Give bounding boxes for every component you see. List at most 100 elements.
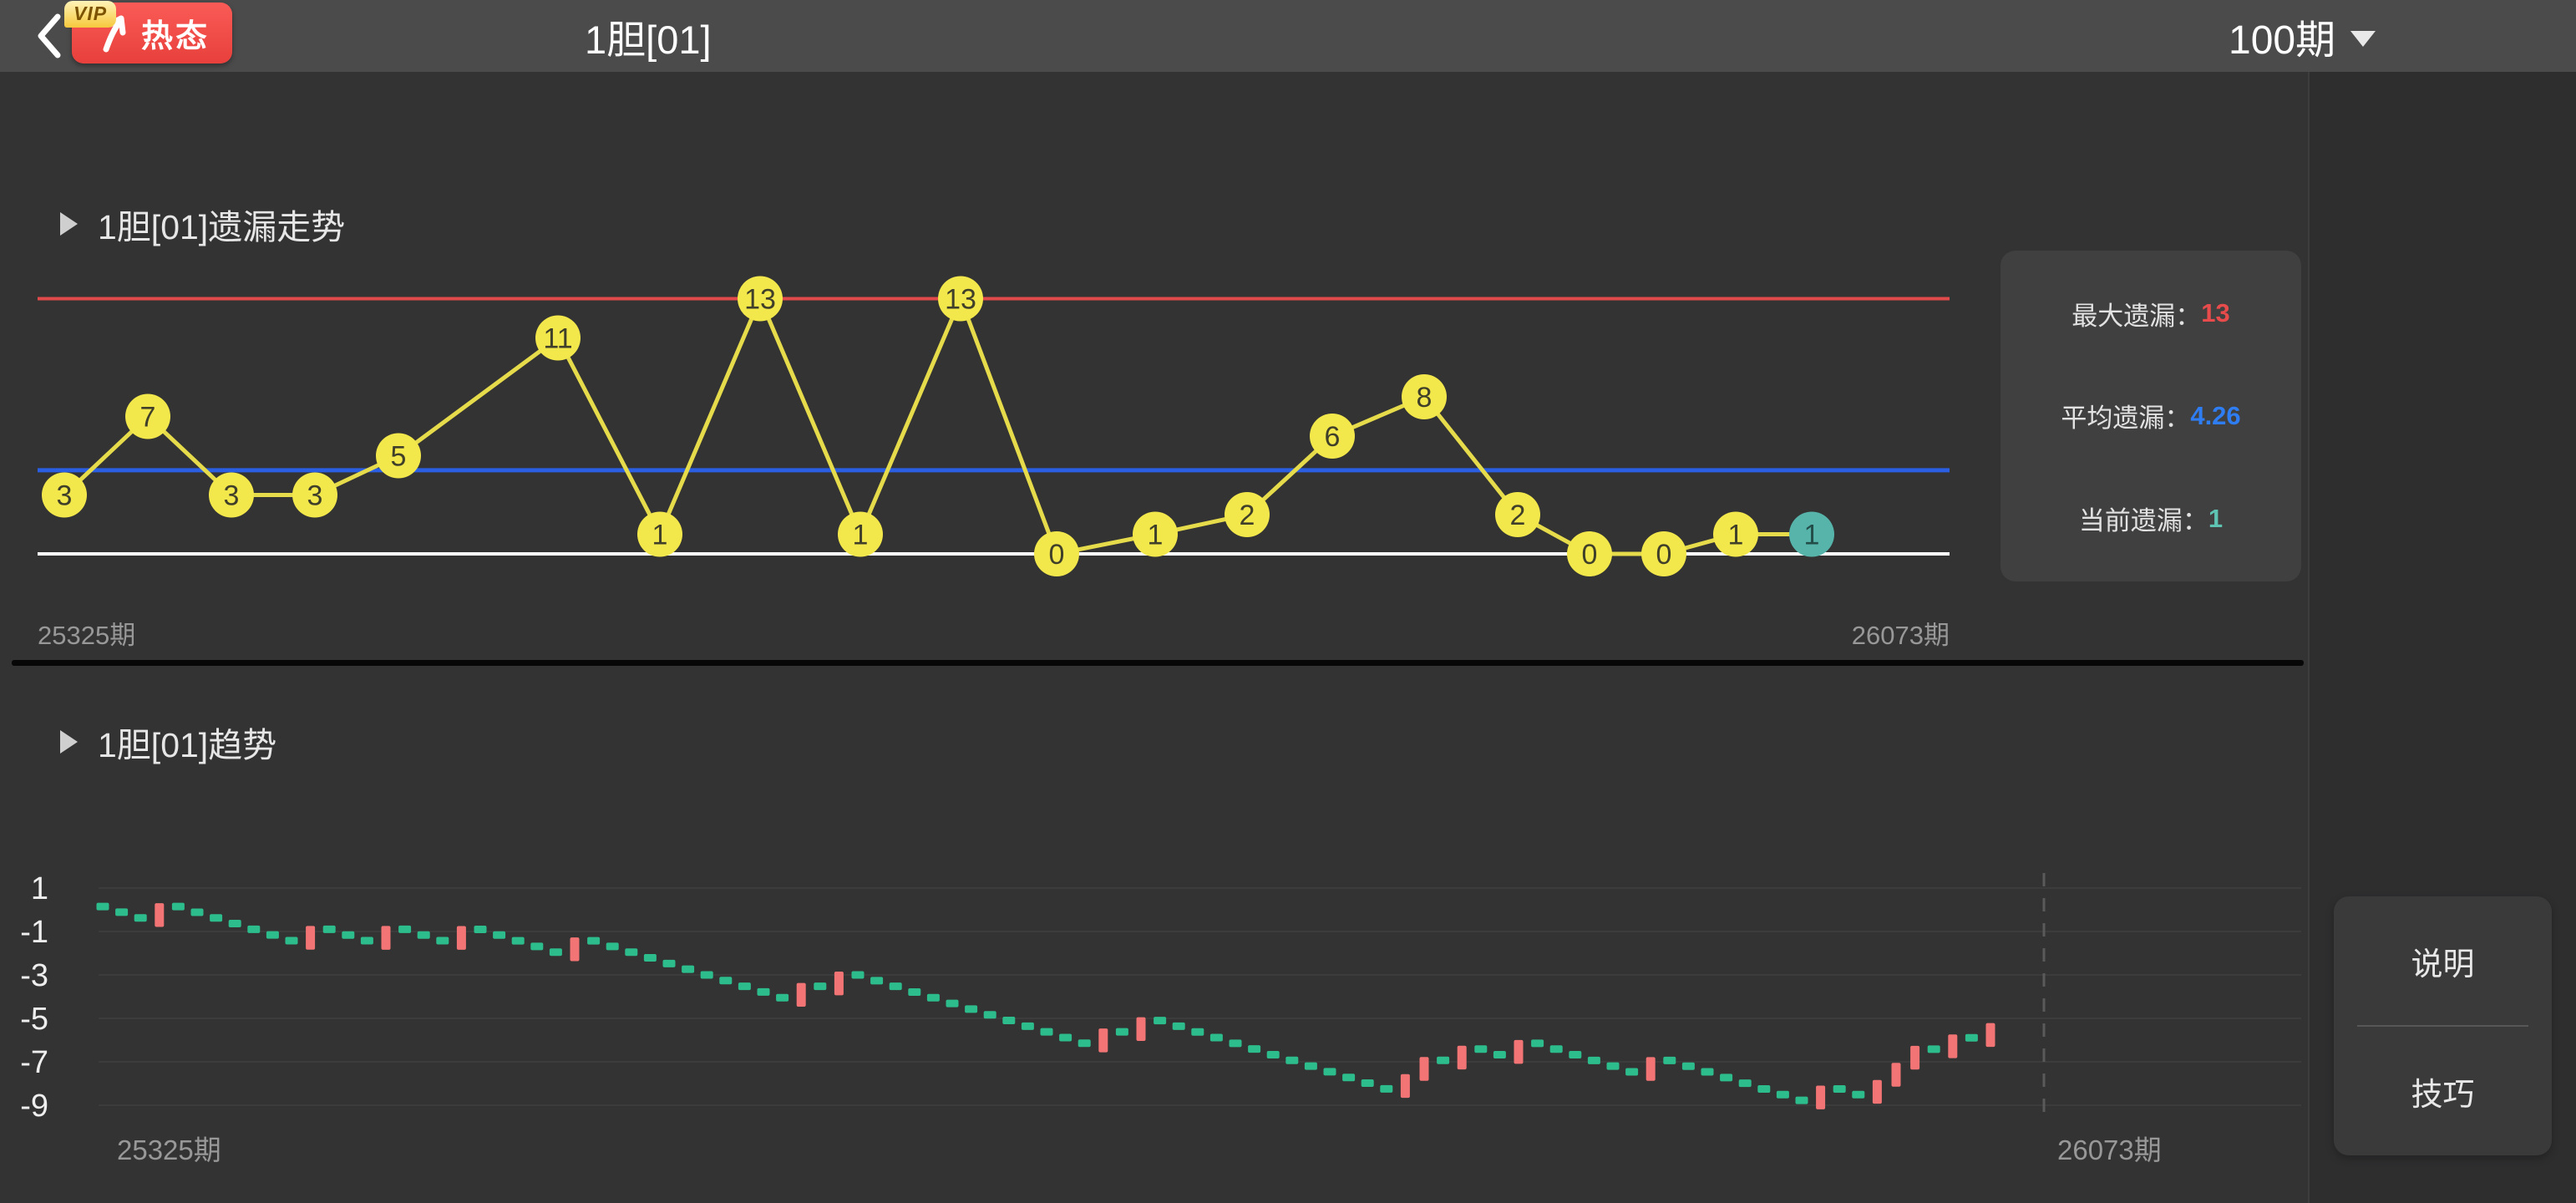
hot-badge-label: 热态 — [140, 19, 210, 54]
omission-point-label: 1 — [652, 520, 668, 551]
hit-mark — [1400, 1074, 1410, 1099]
hit-mark — [1136, 1017, 1146, 1041]
omission-point-label: 5 — [391, 441, 407, 473]
hit-mark — [1514, 1039, 1524, 1064]
section-trend-header[interactable]: 1胆[01]趋势 — [60, 717, 276, 767]
stats-panel: 最大遗漏： 13 平均遗漏： 4.26 当前遗漏： 1 — [2000, 251, 2301, 581]
hit-mark — [1891, 1063, 1901, 1087]
miss-mark — [190, 908, 204, 916]
miss-mark — [115, 908, 129, 916]
section-omission-header[interactable]: 1胆[01]遗漏走势 — [60, 199, 345, 249]
miss-mark — [1380, 1084, 1393, 1093]
stat-row-avg: 平均遗漏： 4.26 — [2000, 397, 2301, 434]
miss-mark — [360, 937, 373, 945]
triangle-right-icon — [60, 730, 78, 754]
chevron-left-icon — [38, 13, 61, 58]
miss-mark — [776, 993, 789, 1002]
miss-mark — [1474, 1045, 1488, 1053]
miss-mark — [228, 920, 241, 928]
x-axis-end-label: 26073期 — [1852, 621, 1950, 650]
omission-point — [1133, 511, 1178, 557]
x-axis-start-label: 25325期 — [117, 1134, 221, 1165]
miss-mark — [171, 902, 185, 911]
miss-mark — [1720, 1074, 1733, 1082]
miss-mark — [1852, 1090, 1865, 1099]
omission-point — [938, 276, 983, 322]
miss-mark — [1437, 1056, 1450, 1064]
omission-point — [1034, 531, 1079, 576]
hit-mark — [155, 903, 165, 927]
miss-mark — [285, 937, 298, 945]
miss-mark — [493, 931, 506, 939]
miss-mark — [210, 914, 223, 922]
miss-mark — [342, 931, 355, 939]
miss-mark — [625, 948, 638, 957]
explain-button[interactable]: 说明 — [2411, 947, 2475, 982]
miss-mark — [1927, 1045, 1940, 1053]
miss-mark — [474, 925, 487, 933]
omission-point — [1641, 531, 1686, 576]
miss-mark — [983, 1011, 996, 1019]
miss-mark — [1701, 1068, 1714, 1076]
miss-mark — [814, 982, 827, 991]
miss-mark — [398, 925, 412, 933]
miss-mark — [511, 937, 525, 945]
miss-mark — [1757, 1084, 1771, 1093]
app-header: 热态 VIP 1胆[01] 100期 — [0, 0, 2576, 72]
stat-max-value: 13 — [2201, 298, 2230, 328]
miss-mark — [322, 925, 336, 933]
miss-mark — [1549, 1045, 1563, 1053]
x-axis-end-label: 26073期 — [2057, 1134, 2162, 1165]
omission-point — [838, 511, 883, 557]
miss-mark — [1078, 1039, 1091, 1048]
omission-point — [1713, 511, 1758, 557]
miss-mark — [1266, 1050, 1280, 1058]
period-selector[interactable]: 100期 — [2229, 0, 2376, 72]
omission-point-label: 1 — [1728, 520, 1744, 551]
omission-point — [535, 315, 581, 361]
miss-mark — [1002, 1017, 1016, 1025]
y-tick-label: -9 — [20, 1089, 48, 1124]
tips-button[interactable]: 技巧 — [2411, 1077, 2475, 1113]
miss-mark — [738, 982, 751, 991]
stat-row-current: 当前遗漏： 1 — [2000, 500, 2301, 537]
omission-point-label: 3 — [307, 480, 323, 512]
miss-mark — [1154, 1017, 1167, 1025]
stat-max-label: 最大遗漏： — [2071, 301, 2202, 331]
miss-mark — [549, 948, 562, 957]
y-tick-label: -5 — [20, 1002, 48, 1037]
omission-point — [738, 276, 783, 322]
y-tick-label: -7 — [20, 1045, 48, 1080]
omission-point-label: 8 — [1417, 382, 1433, 414]
miss-mark — [889, 982, 902, 991]
omission-point-label: 7 — [140, 402, 156, 434]
vip-tag: VIP — [64, 1, 117, 28]
miss-mark — [1040, 1028, 1053, 1036]
miss-mark — [1569, 1051, 1582, 1059]
back-button[interactable] — [20, 0, 79, 72]
miss-mark — [965, 1005, 978, 1013]
miss-mark — [1833, 1084, 1846, 1093]
miss-mark — [908, 987, 921, 996]
miss-mark — [1021, 1022, 1034, 1030]
omission-point-label: 1 — [1148, 520, 1164, 551]
main-content: 1胆[01]遗漏走势 3 7 3 3 5 11 1 13 1 13 0 1 2 6 8 2 0 0 1 1 25325期… — [0, 72, 2308, 1203]
x-axis-start-label: 25325期 — [38, 621, 135, 650]
miss-mark — [266, 931, 279, 939]
y-tick-label: -3 — [20, 958, 48, 993]
omission-point — [1225, 492, 1270, 537]
hit-mark — [306, 926, 316, 950]
hot-trend-badge-button[interactable]: 热态 VIP — [64, 1, 232, 63]
miss-mark — [1681, 1062, 1695, 1070]
omission-point — [125, 393, 170, 439]
miss-mark — [946, 999, 959, 1008]
miss-mark — [700, 971, 713, 979]
omission-point — [1567, 531, 1612, 576]
miss-mark — [1304, 1062, 1317, 1070]
omission-point — [1310, 414, 1355, 459]
miss-mark — [1115, 1028, 1128, 1036]
hit-mark — [1985, 1023, 1995, 1048]
hit-mark — [381, 926, 391, 950]
miss-mark — [1606, 1062, 1620, 1070]
